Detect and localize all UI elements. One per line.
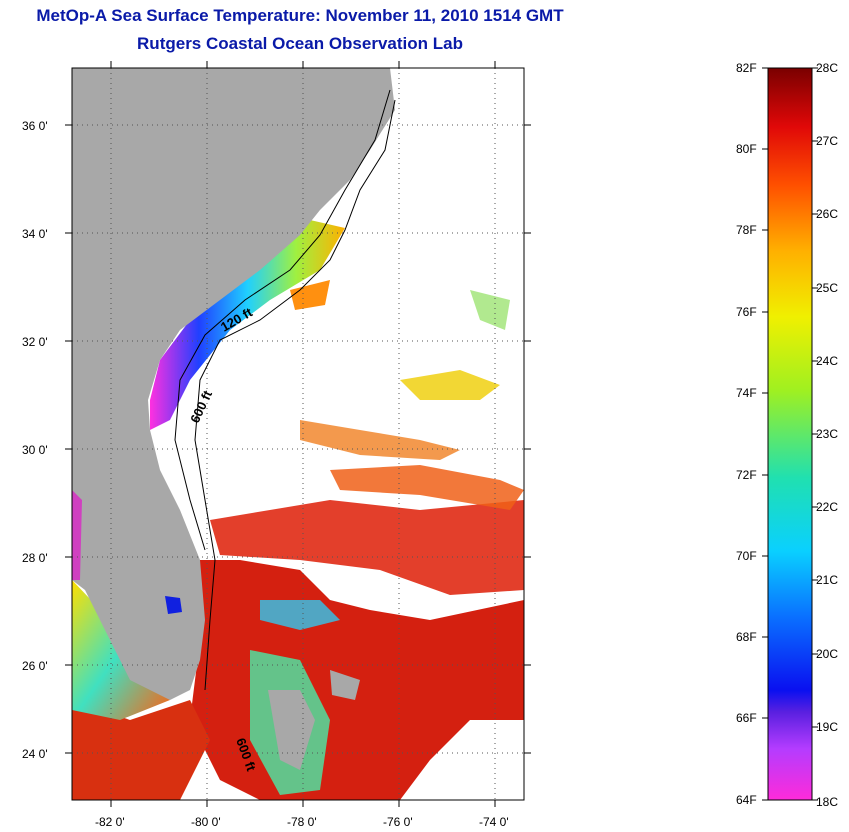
colorbar-f-label: 70F [736,549,757,563]
bahamas-bank-water [260,600,340,630]
map-title: MetOp-A Sea Surface Temperature: Novembe… [36,6,564,25]
colorbar-c-label: 24C [816,354,839,368]
graticule [72,68,524,800]
lon-label: -82 0' [95,815,125,829]
colorbar-c-label: 22C [816,500,839,514]
colorbar-f-label: 78F [736,223,757,237]
lat-label: 32 0' [22,335,48,349]
land-southeast-us [72,68,395,700]
isobath-120ft [174,89,391,551]
lat-label: 36 0' [22,119,48,133]
lon-label: -74 0' [479,815,509,829]
lat-label: 34 0' [22,227,48,241]
colorbar-f-label: 68F [736,630,757,644]
warm-water-patch [400,370,500,400]
lon-label: -80 0' [191,815,221,829]
lon-ticks [110,61,496,807]
lat-label: 28 0' [22,551,48,565]
coastal-water [290,280,330,310]
colorbar-c-label: 27C [816,134,839,148]
coastal-cold-water [150,220,345,430]
colorbar-f-label: 76F [736,305,757,319]
lon-label: -76 0' [383,815,413,829]
warm-water-patch [330,465,524,510]
colorbar-f-label: 72F [736,468,757,482]
colorbar-ticks [762,67,818,801]
warm-water-patch [300,420,460,460]
colorbar-c-label: 18C [816,795,839,809]
colorbar-c-label: 20C [816,647,839,661]
colorbar-f-label: 74F [736,386,757,400]
lat-label: 30 0' [22,443,48,457]
lat-label: 24 0' [22,747,48,761]
bahamas-island [330,670,360,700]
map-frame [71,67,525,801]
andros-island [268,690,315,770]
colorbar-c-label: 23C [816,427,839,441]
warm-water-patch [210,500,524,595]
lat-label: 26 0' [22,659,48,673]
colorbar-c-label: 28C [816,61,839,75]
colorbar-c-label: 19C [816,720,839,734]
lon-label: -78 0' [287,815,317,829]
temperature-colorbar [767,67,813,801]
colorbar-c-label: 26C [816,207,839,221]
colorbar-f-label: 64F [736,793,757,807]
lake-okeechobee [165,596,182,614]
colorbar-c-label: 21C [816,573,839,587]
colorbar-f-label: 82F [736,61,757,75]
gulf-warm-water [72,700,210,800]
lat-ticks [65,124,531,754]
colorbar-f-label: 66F [736,711,757,725]
warm-water-patch [470,290,510,330]
colorbar-c-label: 25C [816,281,839,295]
map-subtitle: Rutgers Coastal Ocean Observation Lab [137,34,463,53]
isobath-600ft [194,99,396,691]
colorbar-f-label: 80F [736,142,757,156]
gulf-coast-water [72,490,82,580]
